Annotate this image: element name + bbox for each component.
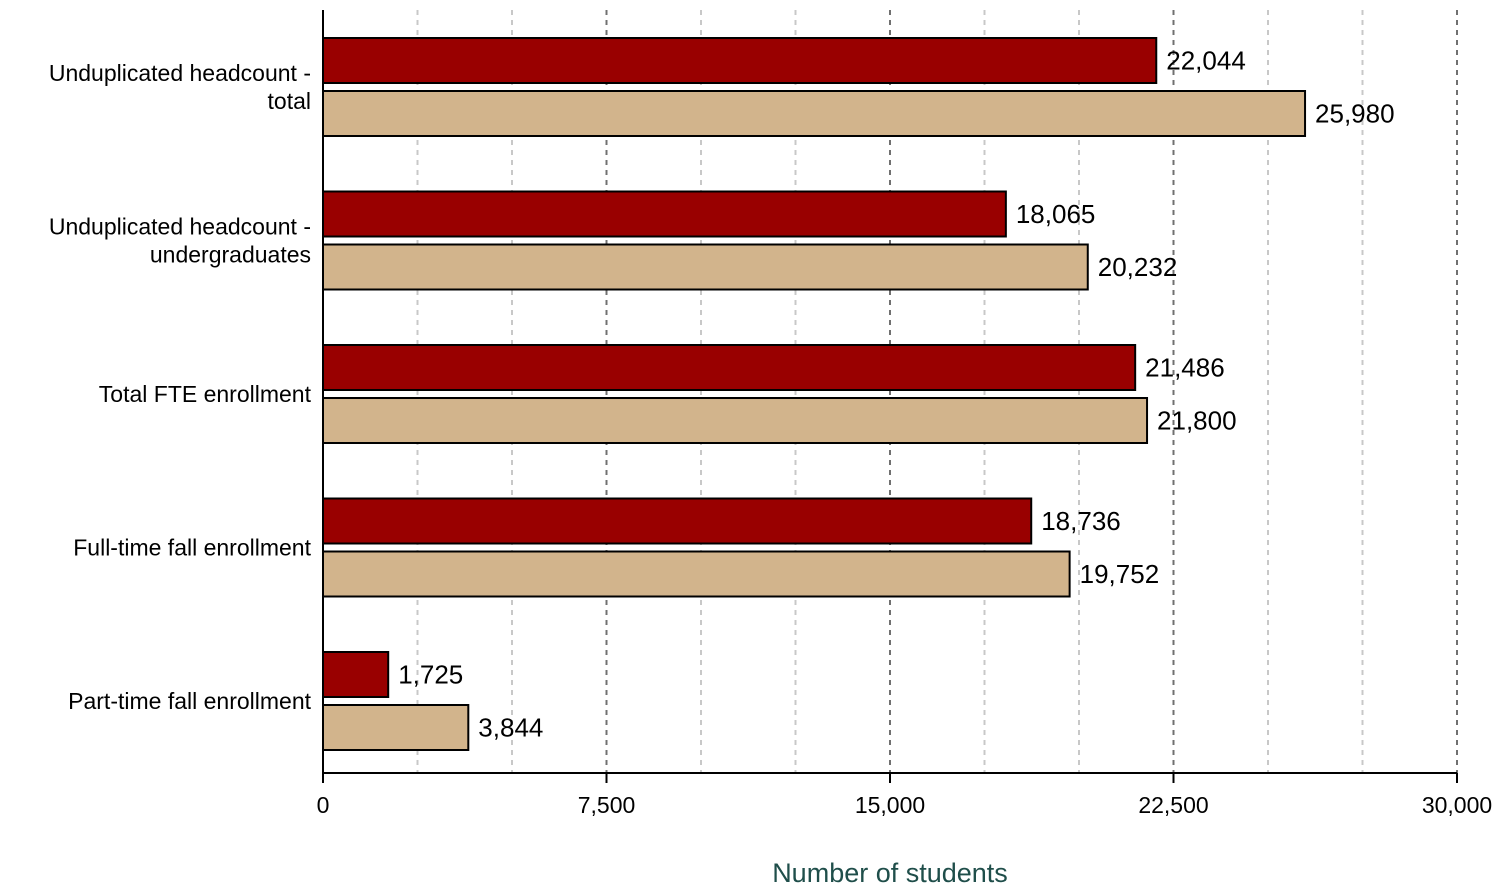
x-tick-label: 7,500 <box>578 792 636 818</box>
x-tick-label: 30,000 <box>1422 792 1492 818</box>
bars <box>322 37 1307 751</box>
data-label: 3,844 <box>478 713 543 743</box>
x-tick-label: 0 <box>317 792 330 818</box>
x-tick-label: 22,500 <box>1138 792 1208 818</box>
bar <box>322 651 390 698</box>
category-label: Part-time fall enrollment <box>68 688 311 714</box>
category-label: undergraduates <box>150 242 311 268</box>
data-label: 22,044 <box>1166 46 1246 76</box>
data-label: 25,980 <box>1315 99 1395 129</box>
bar <box>322 190 1007 238</box>
x-axis-title: Number of students <box>772 858 1008 888</box>
data-label: 20,232 <box>1098 252 1178 282</box>
data-label: 1,725 <box>398 660 463 690</box>
bar <box>322 397 1149 444</box>
category-label: Total FTE enrollment <box>99 381 312 407</box>
data-label: 19,752 <box>1080 559 1160 589</box>
data-label: 18,736 <box>1041 506 1121 536</box>
bar <box>322 497 1033 545</box>
gridlines <box>416 10 1458 773</box>
bar <box>322 550 1071 598</box>
category-label: Unduplicated headcount - <box>49 60 311 86</box>
bar <box>322 704 470 751</box>
category-label: total <box>268 88 311 114</box>
bar <box>322 90 1307 137</box>
x-tick-label: 15,000 <box>855 792 925 818</box>
category-label: Unduplicated headcount - <box>49 214 311 240</box>
data-label: 21,486 <box>1145 353 1225 383</box>
bar <box>322 243 1089 291</box>
category-label: Full-time fall enrollment <box>73 535 311 561</box>
bar <box>322 37 1158 84</box>
bar <box>322 344 1137 391</box>
data-label: 18,065 <box>1016 199 1096 229</box>
data-label: 21,800 <box>1157 406 1237 436</box>
